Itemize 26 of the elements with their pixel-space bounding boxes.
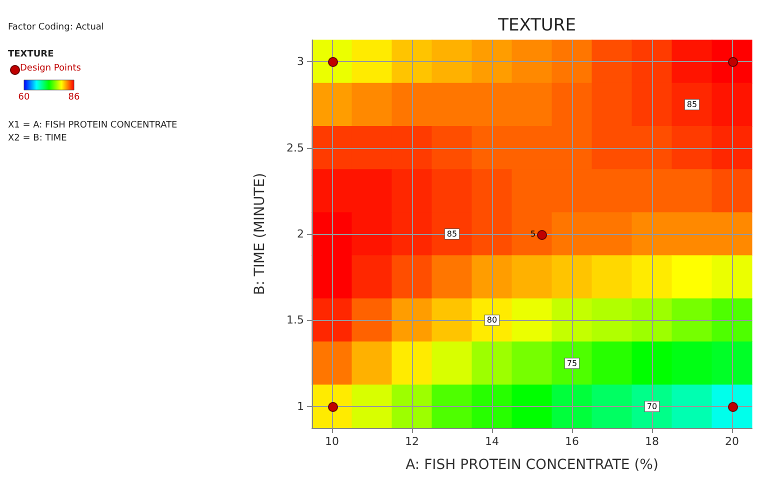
data-label: 85	[686, 100, 698, 110]
x-tick-label: 14	[485, 435, 499, 448]
y-tick-label: 2	[297, 228, 304, 240]
data-label: 70	[646, 402, 658, 411]
x-tick-label: 10	[325, 435, 339, 448]
y-tick-label: 1.5	[286, 314, 304, 327]
x-axis-title: A: FISH PROTEIN CONCENTRATE (%)	[406, 457, 658, 473]
y-axis-title: B: TIME (MINUTE)	[252, 172, 268, 296]
y-tick-label: 3	[297, 55, 304, 68]
text: Design Points	[20, 64, 82, 74]
x-tick-label: 16	[565, 435, 579, 448]
x-tick-label: 20	[725, 435, 739, 448]
x-tick-label: 12	[405, 435, 419, 448]
y-tick-label: 2.5	[286, 141, 304, 154]
text: X1 = A: FISH PROTEIN CONCENTRATE	[8, 120, 178, 130]
x-tick-label: 18	[645, 435, 659, 448]
y-tick-label: 1	[297, 400, 304, 413]
data-label: 75	[566, 358, 578, 368]
data-label: 85	[446, 230, 458, 238]
color-bar-title: TEXTURE	[8, 50, 54, 60]
color-bar-label: 60	[18, 92, 30, 102]
chart-title: TEXTURE	[497, 16, 576, 36]
color-bar-label: 86	[68, 92, 80, 102]
data-label: 80	[486, 316, 498, 325]
text: X2 = B: TIME	[8, 134, 68, 144]
text: Factor Coding: Actual	[8, 22, 104, 32]
